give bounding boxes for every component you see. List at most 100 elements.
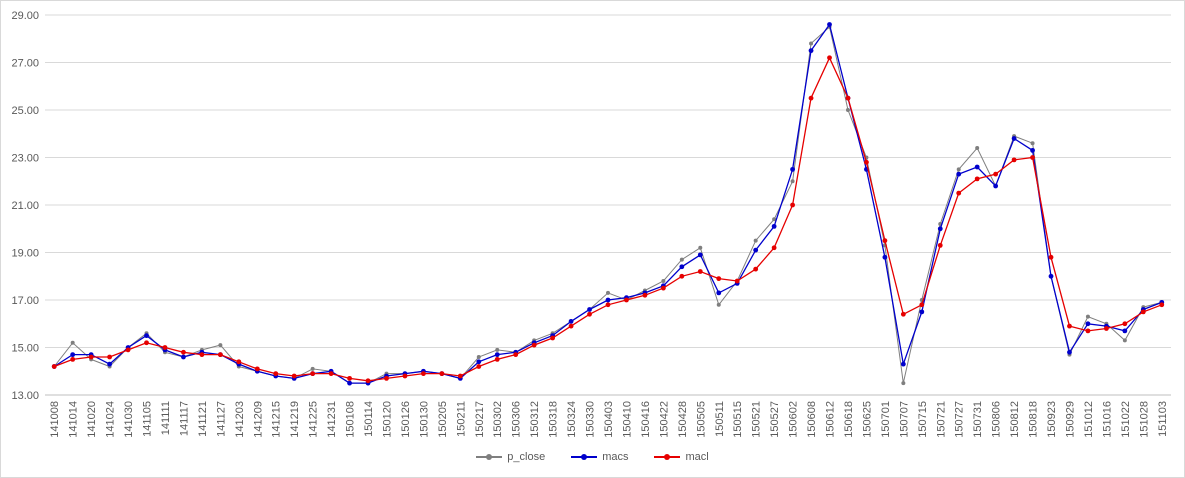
legend-swatch-marker xyxy=(581,454,588,460)
x-tick-label: 150625 xyxy=(861,401,873,438)
data-point xyxy=(937,242,943,248)
x-tick-label: 150114 xyxy=(363,401,375,437)
line-chart: 13.00 15.00 17.00 19.00 21.00 23.00 25.00 27.00… xyxy=(11,10,1171,438)
x-tick-label: 150707 xyxy=(898,401,910,438)
data-point xyxy=(254,366,260,372)
x-tick-label: 150602 xyxy=(788,401,800,438)
y-tick-label: 25.00 xyxy=(11,105,39,117)
data-point xyxy=(70,340,75,345)
data-point xyxy=(956,171,962,177)
legend-item-macl: macl xyxy=(654,451,709,463)
data-point xyxy=(291,373,297,379)
x-tick-label: 150422 xyxy=(658,401,670,438)
x-axis-tick-labels: 141008 141014 141020 141024 141030 141105 1411… xyxy=(49,401,1169,438)
data-point xyxy=(328,371,334,377)
data-point xyxy=(218,343,223,348)
series-line-macl xyxy=(53,56,1163,382)
x-tick-label: 150618 xyxy=(843,401,855,438)
y-tick-label: 21.00 xyxy=(11,200,39,212)
data-point xyxy=(993,171,999,177)
x-tick-label: 150923 xyxy=(1046,401,1058,438)
data-point xyxy=(1011,157,1017,163)
data-point xyxy=(605,297,611,303)
series-macl xyxy=(51,55,1165,384)
data-point xyxy=(1048,254,1054,260)
data-point xyxy=(974,164,980,170)
data-point xyxy=(70,356,76,362)
data-point xyxy=(125,347,131,353)
legend-swatch xyxy=(476,452,503,462)
x-tick-label: 150302 xyxy=(492,401,504,438)
data-point xyxy=(808,95,814,101)
data-point xyxy=(273,371,279,377)
series-macs xyxy=(51,22,1165,386)
data-point xyxy=(1085,314,1090,319)
data-point xyxy=(162,345,168,350)
data-point xyxy=(697,269,703,274)
data-point xyxy=(956,167,961,172)
data-point xyxy=(70,352,76,358)
x-tick-label: 150126 xyxy=(400,401,412,438)
x-tick-label: 150812 xyxy=(1009,401,1021,438)
x-tick-label: 150324 xyxy=(566,401,578,438)
data-point xyxy=(1122,338,1127,343)
data-point xyxy=(642,292,648,298)
y-tick-label: 15.00 xyxy=(11,343,39,355)
data-point xyxy=(698,245,703,250)
data-point xyxy=(199,352,205,358)
x-tick-label: 150120 xyxy=(381,401,393,438)
data-point xyxy=(310,371,316,377)
data-point xyxy=(402,373,408,379)
data-point xyxy=(144,340,149,346)
data-point xyxy=(882,254,888,260)
x-tick-label: 150312 xyxy=(529,401,541,438)
data-point xyxy=(1122,321,1128,327)
x-tick-label: 150511 xyxy=(714,401,726,437)
data-point xyxy=(347,380,352,386)
x-tick-label: 151022 xyxy=(1120,401,1132,438)
data-point xyxy=(421,371,426,377)
x-tick-label: 150416 xyxy=(640,401,652,438)
legend-swatch xyxy=(654,452,681,462)
data-point xyxy=(901,381,906,386)
data-point xyxy=(494,356,500,362)
x-tick-label: 141008 xyxy=(49,401,61,438)
gridlines xyxy=(45,14,1171,396)
x-tick-label: 150410 xyxy=(621,401,633,438)
data-point xyxy=(236,359,242,365)
x-tick-label: 150211 xyxy=(455,401,467,437)
data-point xyxy=(772,217,777,222)
x-tick-label: 150721 xyxy=(935,401,947,438)
data-point xyxy=(1122,328,1128,334)
legend-swatch-marker xyxy=(664,454,671,460)
data-point xyxy=(606,290,610,295)
x-tick-label: 150727 xyxy=(954,401,966,438)
data-point xyxy=(790,166,795,172)
legend-swatch-marker xyxy=(486,454,493,460)
x-tick-label: 150818 xyxy=(1028,401,1040,438)
data-point xyxy=(864,159,869,165)
data-point xyxy=(1030,147,1035,153)
data-point xyxy=(919,302,925,308)
data-point xyxy=(790,179,795,184)
x-tick-label: 141127 xyxy=(215,401,227,437)
data-point xyxy=(697,252,703,258)
data-point xyxy=(107,354,113,360)
data-point xyxy=(716,290,722,296)
data-point xyxy=(716,276,722,282)
data-point xyxy=(771,245,777,251)
x-tick-label: 141203 xyxy=(234,401,246,438)
data-point xyxy=(624,297,629,303)
data-point xyxy=(790,202,795,208)
y-tick-label: 19.00 xyxy=(11,248,39,260)
data-point xyxy=(679,264,685,270)
legend-item-macs: macs xyxy=(571,451,628,463)
legend-item-p_close: p_close xyxy=(476,451,545,463)
data-point xyxy=(384,375,389,381)
data-point xyxy=(808,48,814,54)
data-series xyxy=(51,22,1165,386)
legend-swatch xyxy=(571,452,598,462)
x-tick-label: 150806 xyxy=(991,401,1003,438)
data-point xyxy=(1067,323,1072,329)
x-tick-label: 141111 xyxy=(160,401,172,435)
